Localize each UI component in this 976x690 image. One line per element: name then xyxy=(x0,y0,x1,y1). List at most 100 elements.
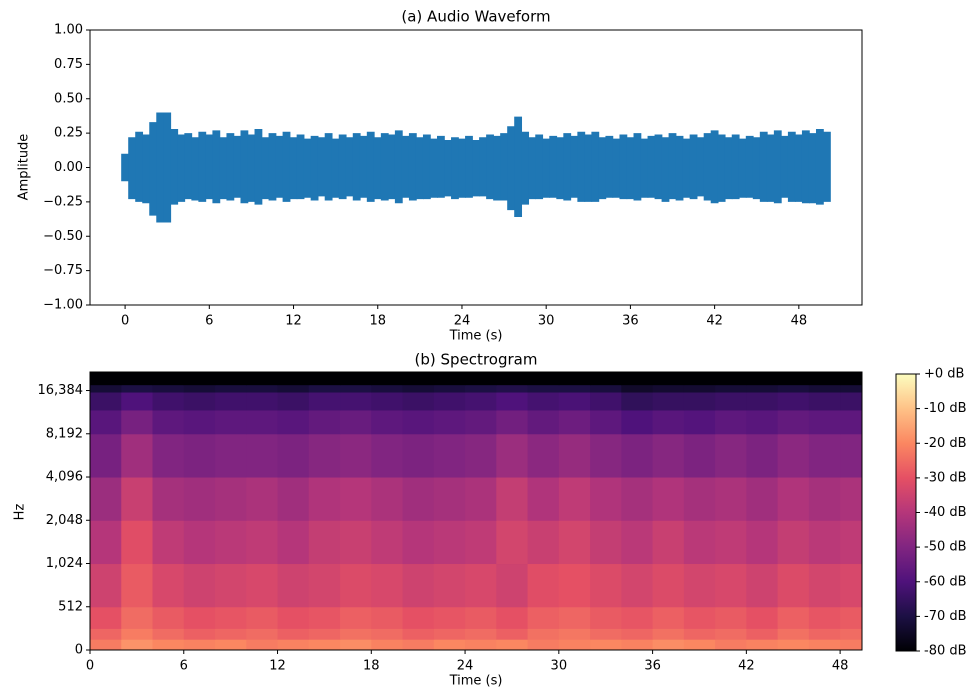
spectrogram-cell xyxy=(90,409,122,435)
spectrogram-cell xyxy=(683,384,716,393)
spectrogram-cell xyxy=(277,520,310,565)
spectrogram-cell xyxy=(496,392,529,411)
spectrogram-cell xyxy=(402,563,435,608)
x-tick-label: 6 xyxy=(180,659,188,674)
spectrogram-cell xyxy=(558,392,591,411)
spectrogram-cell xyxy=(121,628,154,640)
spectrogram-cell xyxy=(340,433,372,478)
spectrogram-cell xyxy=(746,563,779,608)
x-tick-label: 12 xyxy=(285,314,302,329)
spectrogram-cell xyxy=(308,433,341,478)
spectrogram-cell xyxy=(183,628,216,640)
spectrogram-cell xyxy=(246,384,279,393)
spectrogram-cell xyxy=(215,409,247,435)
spectrogram-cell xyxy=(777,563,810,608)
y-tick-label: 0.25 xyxy=(54,126,83,141)
spectrogram-cell xyxy=(558,477,591,521)
spectrogram-cell xyxy=(246,520,279,565)
spectrogram-cell xyxy=(746,392,779,411)
spectrogram-cell xyxy=(621,520,654,565)
spectrogram-cell xyxy=(715,372,747,386)
spectrogram-cell xyxy=(121,477,154,521)
spectrogram-cell xyxy=(152,563,185,608)
spectrogram-cell xyxy=(277,628,310,640)
spectrogram-cell xyxy=(808,433,841,478)
spectrogram-cell xyxy=(683,433,716,478)
spectrogram-cell xyxy=(683,628,716,640)
spectrogram-cell xyxy=(590,477,622,521)
spectrogram-cell xyxy=(277,639,310,651)
y-tick-label: 0.50 xyxy=(54,91,83,106)
spectrogram-cell xyxy=(371,520,404,565)
spectrogram-cell xyxy=(465,477,497,521)
spectrogram-cell xyxy=(433,372,466,386)
spectrogram-cell xyxy=(371,477,404,521)
spectrogram-cell xyxy=(652,563,685,608)
spectrogram-cell xyxy=(152,409,185,435)
spectrogram-cell xyxy=(621,628,654,640)
spectrogram-cell xyxy=(340,477,372,521)
spectrogram-cell xyxy=(465,606,497,629)
colorbar xyxy=(895,373,917,652)
spectrogram-cell xyxy=(340,384,372,393)
spectrogram-cell xyxy=(777,392,810,411)
x-tick-label: 6 xyxy=(205,314,213,329)
spectrogram-cell xyxy=(527,639,560,651)
spectrogram-cell xyxy=(121,606,154,629)
spectrogram-cell xyxy=(558,639,591,651)
spectrogram-cell xyxy=(402,628,435,640)
spectrogram-cell xyxy=(183,606,216,629)
x-tick-label: 24 xyxy=(454,314,471,329)
spectrogram-cell xyxy=(246,563,279,608)
spectrogram-cell xyxy=(746,433,779,478)
spectrogram-cell xyxy=(558,606,591,629)
spectrogram-cell xyxy=(652,477,685,521)
spectrogram-cell xyxy=(590,563,622,608)
x-axis-label: Time (s) xyxy=(449,674,503,689)
x-tick-label: 0 xyxy=(86,659,94,674)
spectrogram-cell xyxy=(371,392,404,411)
spectrogram-cell xyxy=(590,639,622,651)
spectrogram-cell xyxy=(746,639,779,651)
x-axis-label: Time (s) xyxy=(449,329,503,344)
spectrogram-cell xyxy=(496,433,529,478)
spectrogram-cell xyxy=(840,392,863,411)
spectrogram-cell xyxy=(183,409,216,435)
spectrogram-cell xyxy=(152,477,185,521)
spectrogram-cell xyxy=(183,392,216,411)
spectrogram-cell xyxy=(277,372,310,386)
spectrogram-cell xyxy=(715,639,747,651)
spectrogram-cell xyxy=(715,628,747,640)
spectrogram-cell xyxy=(402,384,435,393)
spectrogram-cell xyxy=(652,520,685,565)
spectrogram-cell xyxy=(308,606,341,629)
spectrogram-cell xyxy=(590,520,622,565)
spectrogram-cell xyxy=(808,628,841,640)
spectrogram-cell xyxy=(215,384,247,393)
spectrogram-cell xyxy=(340,606,372,629)
spectrogram-cell xyxy=(402,606,435,629)
spectrogram-cell xyxy=(402,409,435,435)
x-tick-label: 36 xyxy=(622,314,639,329)
spectrogram-cell xyxy=(527,392,560,411)
spectrogram-cell xyxy=(590,628,622,640)
spectrogram-cell xyxy=(652,628,685,640)
y-tick-label: 16,384 xyxy=(38,383,84,398)
spectrogram-cell xyxy=(621,433,654,478)
spectrogram-cell xyxy=(433,628,466,640)
spectrogram-cell xyxy=(90,477,122,521)
spectrogram-cell xyxy=(621,372,654,386)
spectrogram-cell xyxy=(371,639,404,651)
spectrogram-cell xyxy=(215,606,247,629)
spectrogram-cell xyxy=(808,563,841,608)
spectrogram-cell xyxy=(183,384,216,393)
x-tick-label: 18 xyxy=(369,314,386,329)
spectrogram-cell xyxy=(152,628,185,640)
spectrogram-cell xyxy=(558,520,591,565)
spectrogram-cell xyxy=(777,409,810,435)
spectrogram-cell xyxy=(652,392,685,411)
y-tick-label: 0 xyxy=(75,643,83,658)
spectrogram-cell xyxy=(777,384,810,393)
spectrogram-cell xyxy=(621,639,654,651)
y-tick-label: −0.75 xyxy=(43,263,83,278)
